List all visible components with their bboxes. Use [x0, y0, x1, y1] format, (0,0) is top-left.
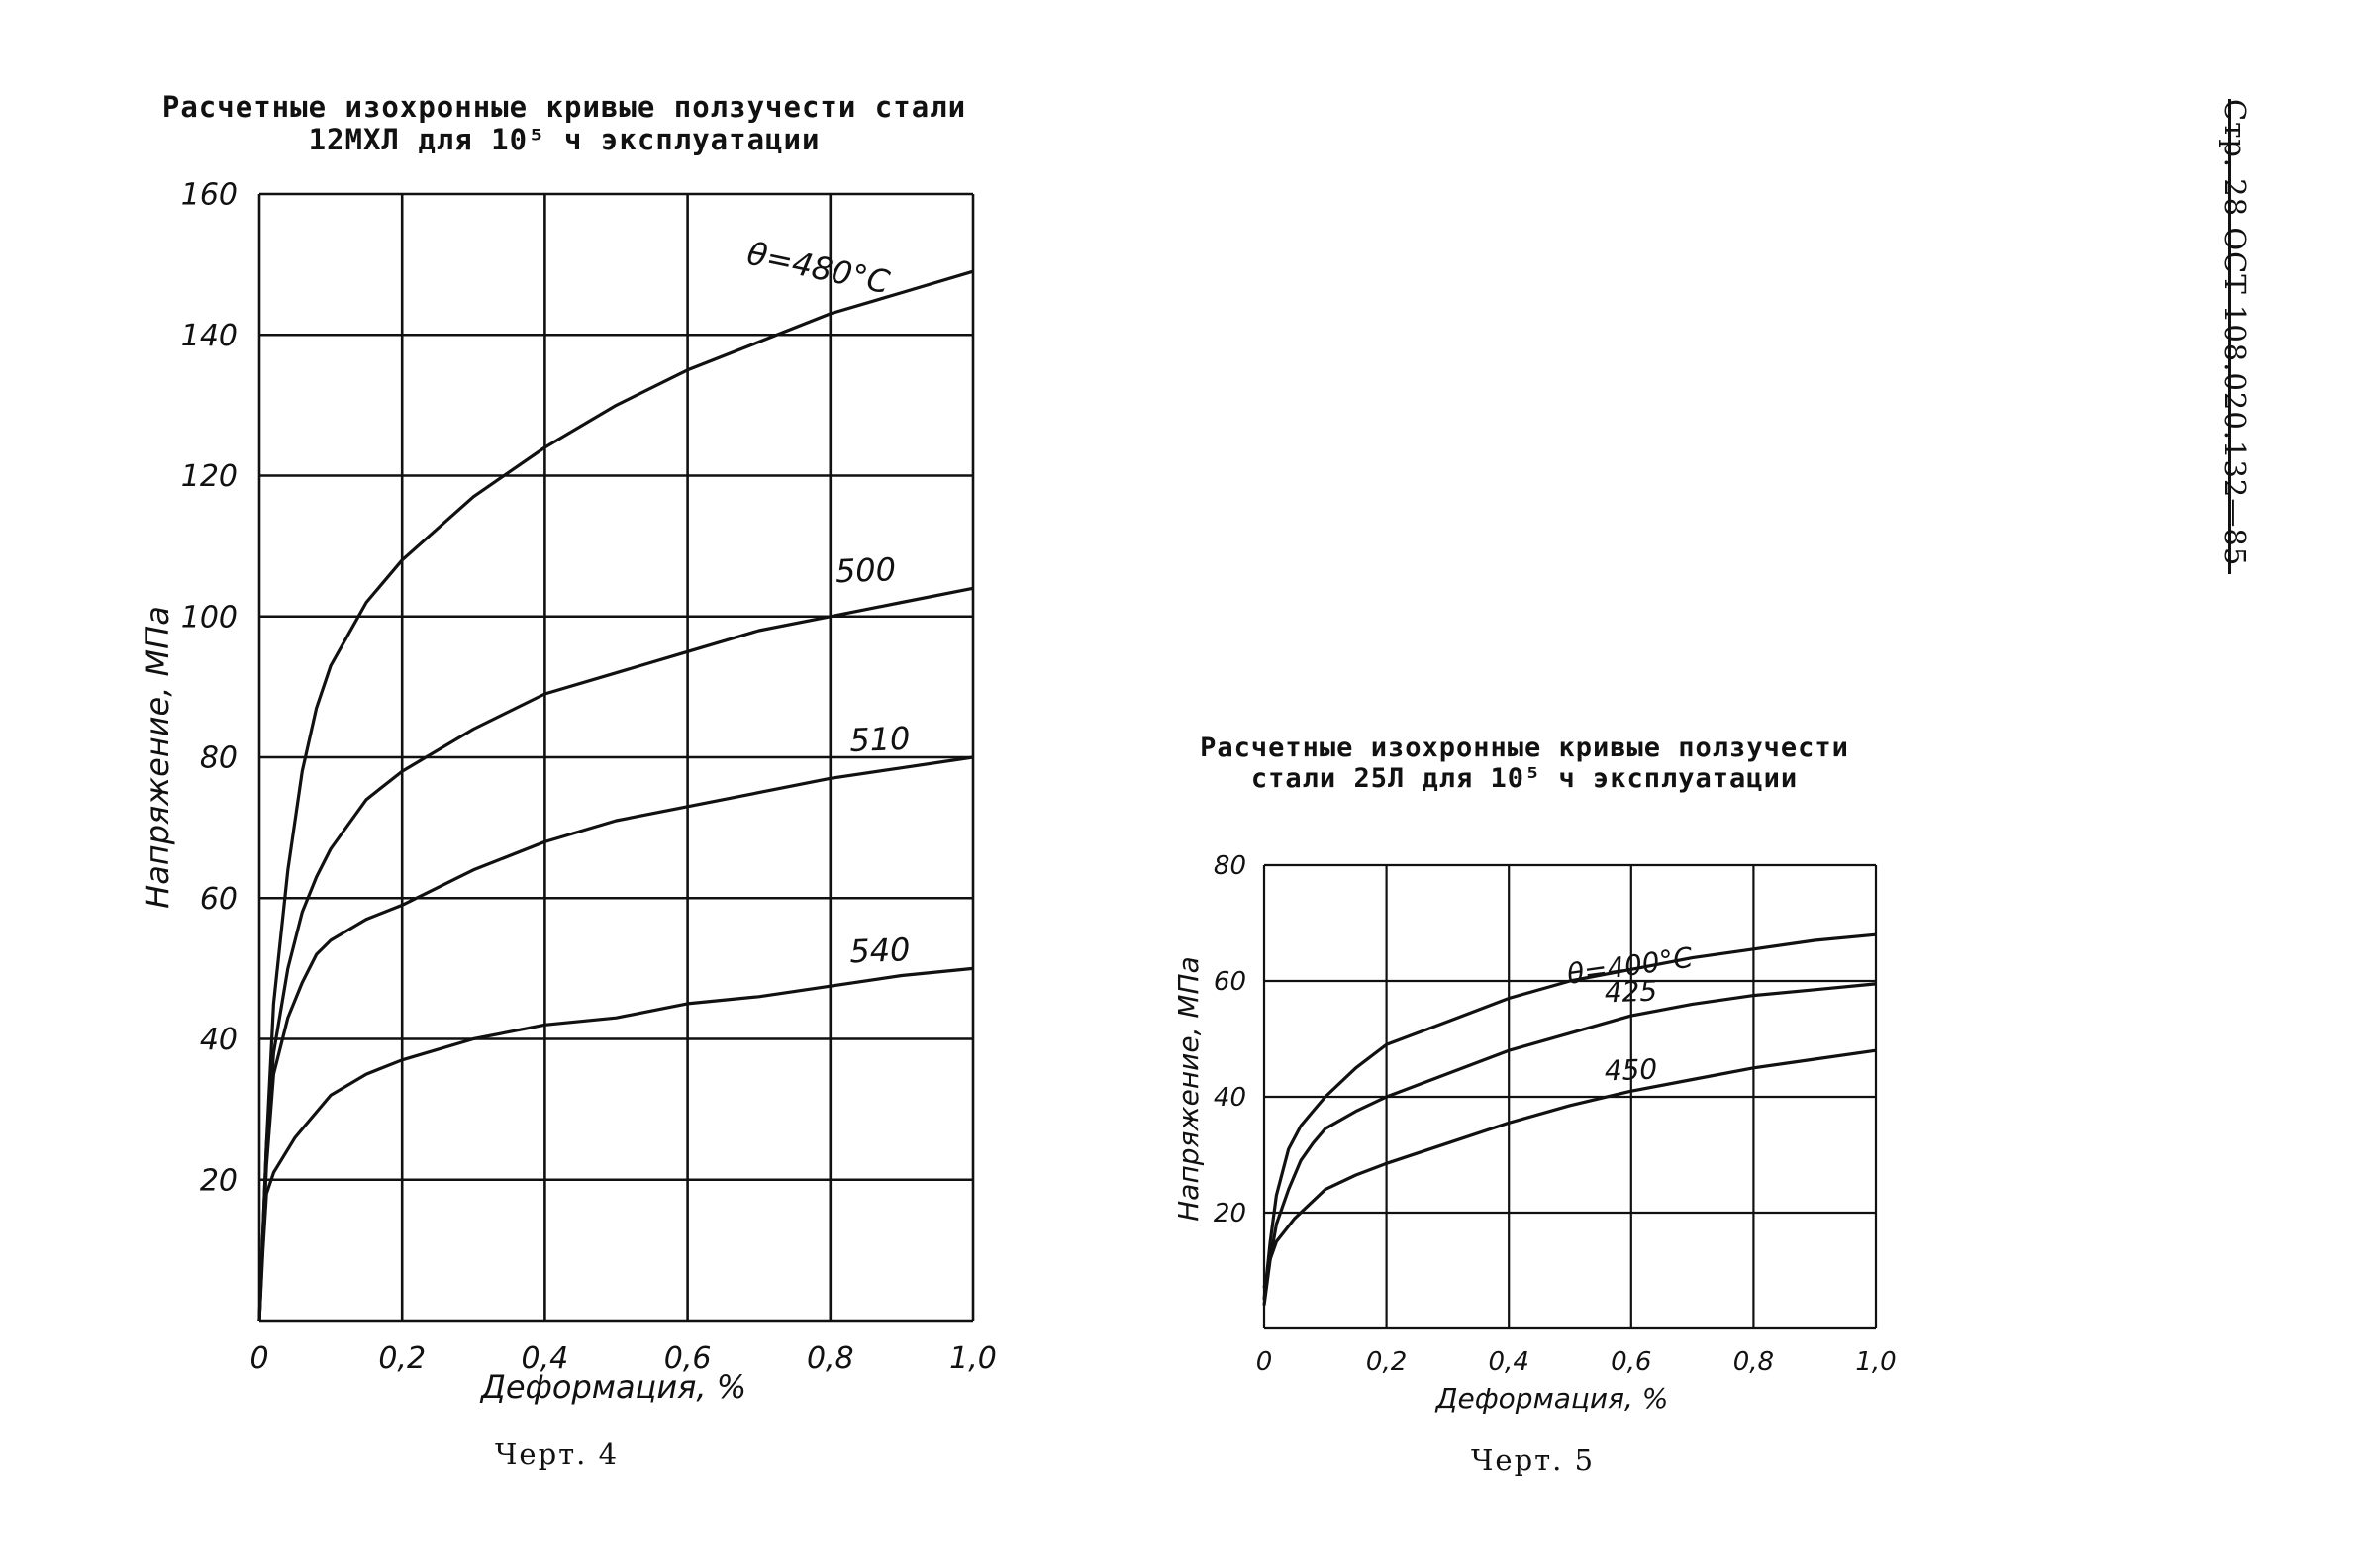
chart5-x-tick-label: 0 [1256, 1347, 1273, 1377]
chart5-x-tick-label: 0,2 [1366, 1347, 1407, 1377]
chart4-title: Расчетные изохронные кривые ползучести с… [119, 90, 1010, 157]
chart4-y-tick-label: 140 [181, 319, 238, 353]
chart4-title-line1: Расчетные изохронные кривые ползучести с… [161, 90, 967, 124]
chart4-series-line [257, 966, 974, 1322]
chart4-y-axis-label: Напряжение, МПа [139, 606, 176, 909]
chart5-x-axis-label: Деформация, % [1434, 1382, 1669, 1415]
chart5-series-label: 450 [1604, 1053, 1658, 1088]
chart4-series-line [257, 586, 974, 1322]
chart5-x-tick-label: 0,4 [1489, 1347, 1529, 1377]
chart4-y-tick-label: 160 [181, 178, 238, 213]
chart4-series-label: θ=480°C [743, 235, 893, 302]
chart5-title-line1: Расчетные изохронные кривые ползучести [1200, 733, 1849, 763]
chart4-y-tick-label: 40 [200, 1023, 238, 1057]
chart4-y-tick-label: 100 [181, 600, 238, 635]
chart4-series-line [257, 755, 974, 1322]
chart4-y-tick-label: 20 [200, 1163, 238, 1198]
page-header-rule [2228, 99, 2231, 574]
chart5-series-line [1262, 982, 1877, 1306]
chart4-title-line2: 12МХЛ для 10⁵ ч эксплуатации [308, 123, 821, 157]
chart4-y-tick-label: 80 [200, 741, 238, 776]
chart4-x-tick-label: 1,0 [949, 1341, 997, 1376]
chart4-x-tick-label: 0,2 [378, 1341, 426, 1376]
chart4-x-tick-label: 0 [249, 1341, 268, 1376]
chart4-y-tick-label: 120 [181, 459, 238, 494]
chart5-title: Расчетные изохронные кривые ползучести с… [1138, 733, 1911, 794]
chart5-series-label: 425 [1604, 975, 1658, 1010]
chart4-x-tick-label: 0,6 [664, 1341, 712, 1376]
chart5-series-line [1262, 932, 1877, 1300]
chart5-x-tick-label: 0,6 [1611, 1347, 1651, 1377]
chart5-title-line2: стали 25Л для 10⁵ ч эксплуатации [1250, 763, 1799, 795]
chart5-y-tick-label: 60 [1214, 967, 1246, 997]
chart4-x-tick-label: 0,8 [807, 1341, 854, 1376]
chart5-series-line [1262, 1048, 1877, 1289]
chart4-y-tick-label: 60 [200, 882, 238, 917]
chart4-series-label: 510 [849, 720, 911, 759]
chart5-caption: Черт. 5 [1471, 1443, 1596, 1477]
chart4-x-axis-label: Деформация, % [479, 1368, 746, 1406]
chart5-y-tick-label: 20 [1214, 1199, 1246, 1228]
chart4-caption: Черт. 4 [495, 1437, 620, 1471]
chart4-series-label: 540 [849, 931, 911, 970]
chart5-y-tick-label: 80 [1214, 851, 1246, 881]
chart5-x-tick-label: 1,0 [1855, 1347, 1896, 1377]
chart4-series-label: 500 [834, 550, 896, 590]
chart5-y-tick-label: 40 [1214, 1083, 1246, 1113]
chart5-x-tick-label: 0,8 [1733, 1347, 1774, 1377]
chart4-x-tick-label: 0,4 [522, 1341, 569, 1376]
chart4-series-line [257, 269, 974, 1322]
page-header: Стр. 28 ОСТ 108.020.132—85 [2218, 99, 2272, 574]
chart5-y-axis-label: Напряжение, МПа [1172, 956, 1205, 1222]
